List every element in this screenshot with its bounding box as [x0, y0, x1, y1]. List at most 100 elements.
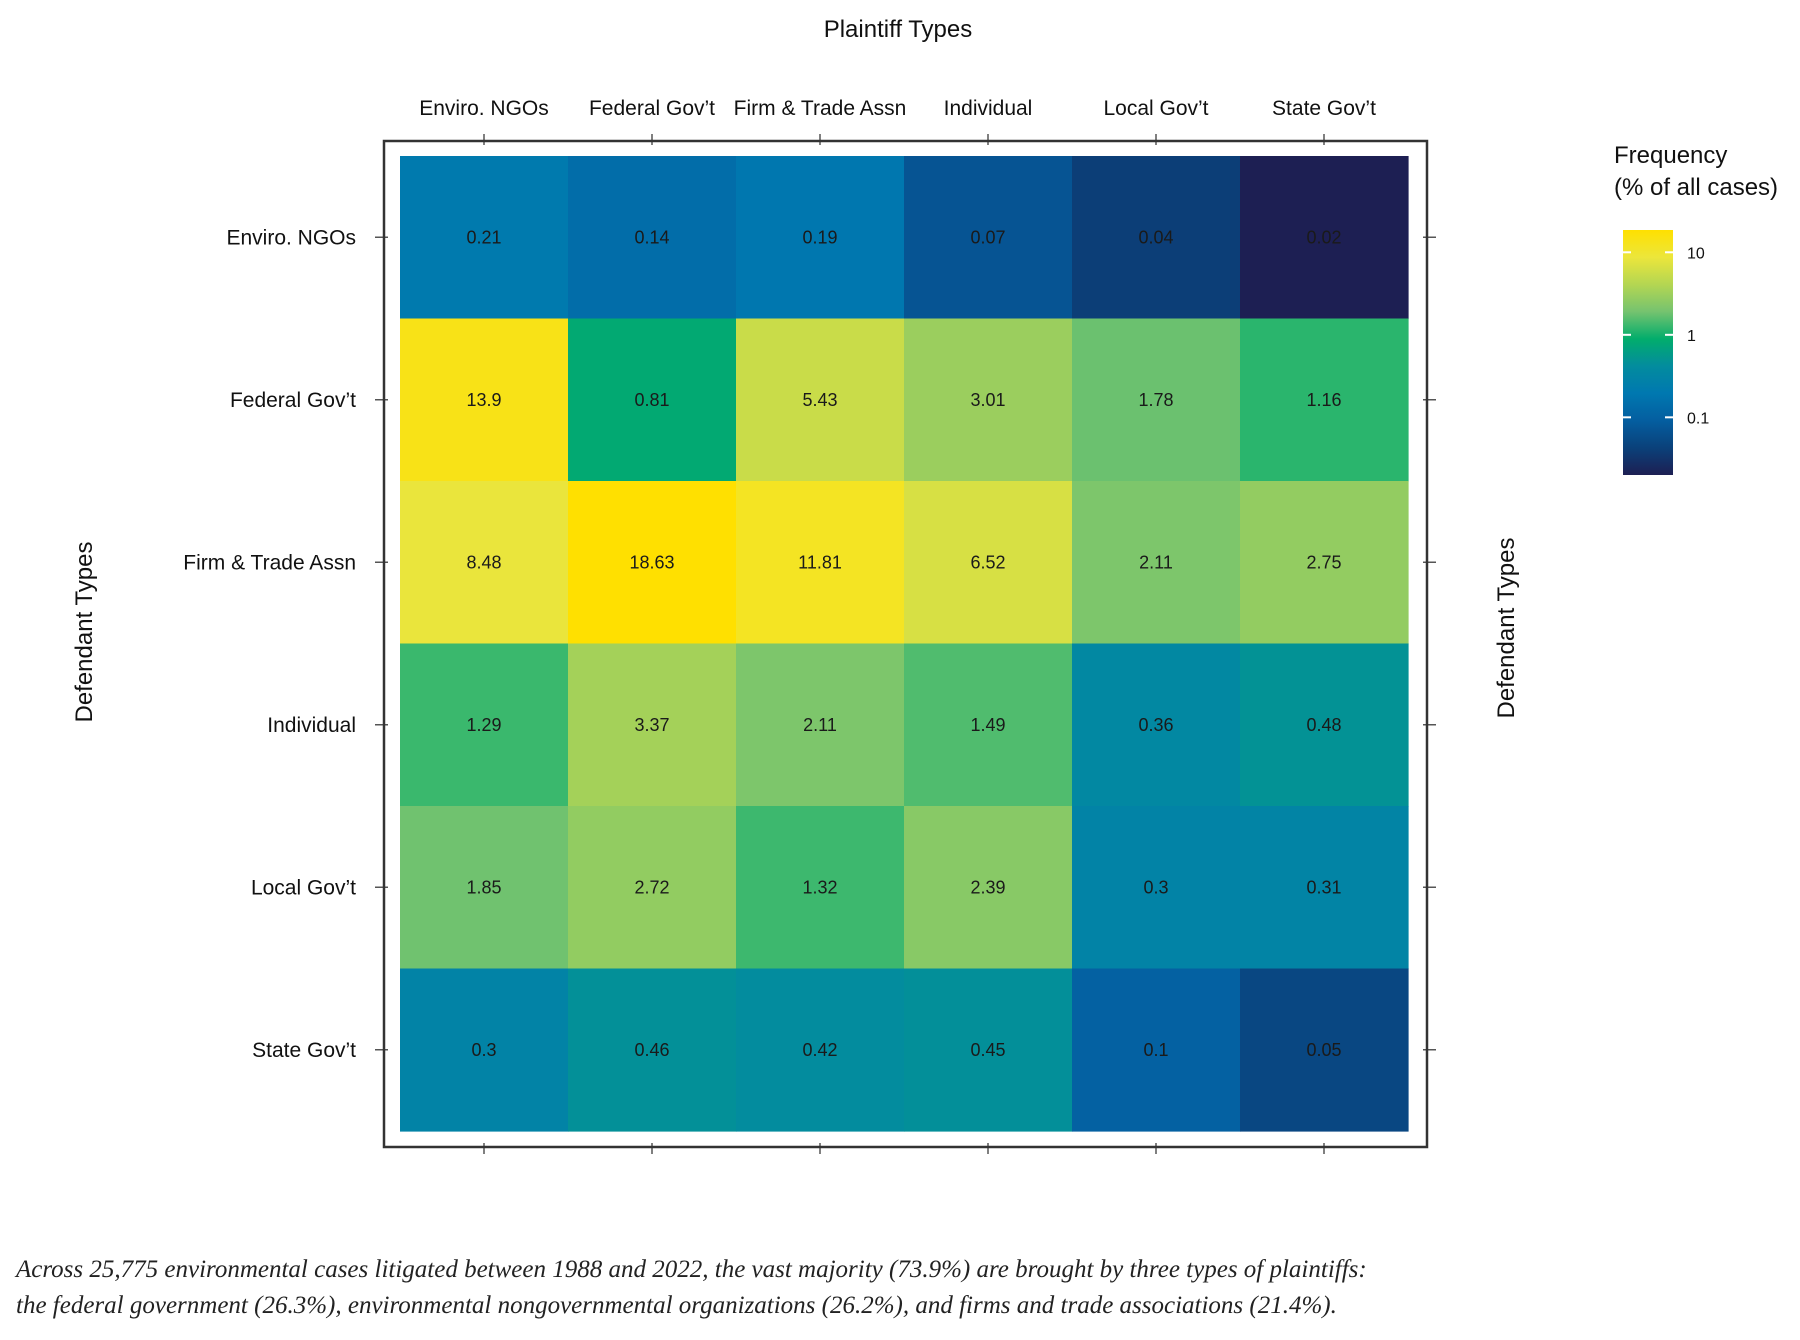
legend-color-bar [1623, 230, 1673, 475]
cell-value-label: 3.01 [970, 390, 1005, 410]
cell-value-label: 0.1 [1143, 1040, 1168, 1060]
cell-value-label: 0.36 [1138, 715, 1173, 735]
legend-tick-label: 1 [1687, 328, 1696, 345]
legend-title-line2: (% of all cases) [1614, 174, 1778, 201]
y-tick-label: Local Gov’t [251, 876, 356, 899]
plot-frame [382, 139, 1429, 1149]
heatmap-cell [1072, 643, 1241, 807]
cell-value-label: 2.75 [1306, 552, 1341, 572]
cell-value-label: 2.39 [970, 877, 1005, 897]
heatmap-cell [400, 318, 569, 482]
cell-value-label: 0.04 [1138, 227, 1173, 247]
heatmap-cell [736, 643, 905, 807]
cell-value-label: 2.11 [1139, 552, 1173, 572]
cell-value-label: 0.45 [970, 1040, 1005, 1060]
heatmap-cell [1072, 318, 1241, 482]
cell-value-label: 8.48 [466, 552, 501, 572]
cell-value-label: 0.46 [634, 1040, 669, 1060]
cell-value-label: 0.48 [1306, 715, 1341, 735]
heatmap-cell [904, 318, 1073, 482]
cell-value-label: 1.16 [1306, 390, 1341, 410]
heatmap-cell [568, 318, 737, 482]
x-tick-label: Federal Gov’t [589, 97, 715, 120]
heatmap-cell [400, 968, 569, 1132]
heatmap-cell [736, 318, 905, 482]
x-tick-label: Enviro. NGOs [419, 97, 549, 120]
cell-value-label: 1.32 [802, 877, 837, 897]
cell-value-label: 1.49 [970, 715, 1005, 735]
cell-value-label: 0.02 [1306, 227, 1341, 247]
legend-tick-label: 0.1 [1687, 410, 1709, 427]
legend-ticks: 10 1 0.1 [1623, 245, 1709, 427]
y-tick-label: Federal Gov’t [230, 389, 356, 412]
x-tick-label: Firm & Trade Assn [734, 97, 907, 120]
cell-value-label: 2.11 [803, 715, 837, 735]
heatmap-cell [1240, 968, 1409, 1132]
figure-caption: Across 25,775 environmental cases litiga… [16, 1252, 1776, 1324]
cell-value-label: 1.78 [1138, 390, 1173, 410]
cell-value-label: 0.14 [634, 227, 669, 247]
x-tick-label: Local Gov’t [1103, 97, 1208, 120]
heatmap-cell [400, 643, 569, 807]
color-legend: Frequency (% of all cases) 10 1 0.1 [1614, 142, 1778, 475]
heatmap-cell [568, 481, 737, 645]
heatmap-cell [1240, 806, 1409, 970]
heatmap-cell [568, 643, 737, 807]
x-axis-ticks: Enviro. NGOs Federal Gov’t Firm & Trade As… [419, 97, 1376, 1154]
heatmap-cell [904, 156, 1073, 320]
heatmap-cell [568, 968, 737, 1132]
cell-value-label: 0.81 [634, 390, 669, 410]
cell-value-label: 0.3 [471, 1040, 496, 1060]
cell-value-label: 0.19 [802, 227, 837, 247]
cell-value-label: 1.29 [466, 715, 501, 735]
y-axis-title-right: Defendant Types [1493, 537, 1520, 718]
heatmap-cell [904, 481, 1073, 645]
heatmap-cell [400, 481, 569, 645]
heatmap-grid: 0.21 0.14 0.19 0.07 0.04 0.02 13.9 0.81 5.43 3.01… [400, 156, 1409, 1132]
heatmap-cell [400, 156, 569, 320]
heatmap-chart: Plaintiff Types Defendant Types Defendan… [71, 16, 1778, 1154]
cell-value-label: 2.72 [634, 877, 669, 897]
y-axis-ticks: Enviro. NGOs Federal Gov’t Firm & Trade As… [183, 226, 1436, 1062]
cell-value-label: 5.43 [802, 390, 837, 410]
heatmap-cell [400, 806, 569, 970]
heatmap-cell [1072, 156, 1241, 320]
heatmap-cell [1072, 806, 1241, 970]
heatmap-cell [1072, 481, 1241, 645]
cell-value-label: 11.81 [798, 552, 842, 572]
y-axis-title-left: Defendant Types [71, 541, 98, 722]
heatmap-cell [568, 806, 737, 970]
cell-value-label: 6.52 [970, 552, 1005, 572]
cell-value-label: 0.42 [802, 1040, 837, 1060]
heatmap-cell [904, 968, 1073, 1132]
heatmap-cell [1240, 643, 1409, 807]
cell-value-label: 0.05 [1306, 1040, 1341, 1060]
heatmap-cell [904, 806, 1073, 970]
cell-value-label: 0.07 [970, 227, 1005, 247]
heatmap-cell [736, 481, 905, 645]
legend-title-line1: Frequency [1614, 142, 1727, 169]
cell-value-label: 18.63 [629, 552, 674, 572]
heatmap-cell [904, 643, 1073, 807]
cell-value-label: 13.9 [466, 390, 501, 410]
x-tick-label: State Gov’t [1272, 97, 1376, 120]
cell-value-label: 0.21 [466, 227, 501, 247]
caption-line-1: Across 25,775 environmental cases litiga… [16, 1256, 1367, 1283]
cell-value-label: 1.85 [466, 877, 501, 897]
caption-line-2: the federal government (26.3%), environm… [16, 1292, 1337, 1319]
y-tick-label: Firm & Trade Assn [183, 551, 356, 574]
heatmap-cell [736, 968, 905, 1132]
heatmap-cell [1240, 156, 1409, 320]
legend-tick-label: 10 [1687, 245, 1705, 262]
heatmap-cell [1240, 481, 1409, 645]
cell-value-label: 0.31 [1306, 877, 1341, 897]
y-tick-label: Individual [267, 714, 356, 737]
heatmap-cell [1240, 318, 1409, 482]
x-axis-title: Plaintiff Types [824, 16, 973, 43]
heatmap-cell [736, 156, 905, 320]
cell-value-label: 0.3 [1143, 877, 1168, 897]
heatmap-cell [1072, 968, 1241, 1132]
cell-value-label: 3.37 [634, 715, 669, 735]
y-tick-label: Enviro. NGOs [226, 226, 356, 249]
heatmap-cell [736, 806, 905, 970]
